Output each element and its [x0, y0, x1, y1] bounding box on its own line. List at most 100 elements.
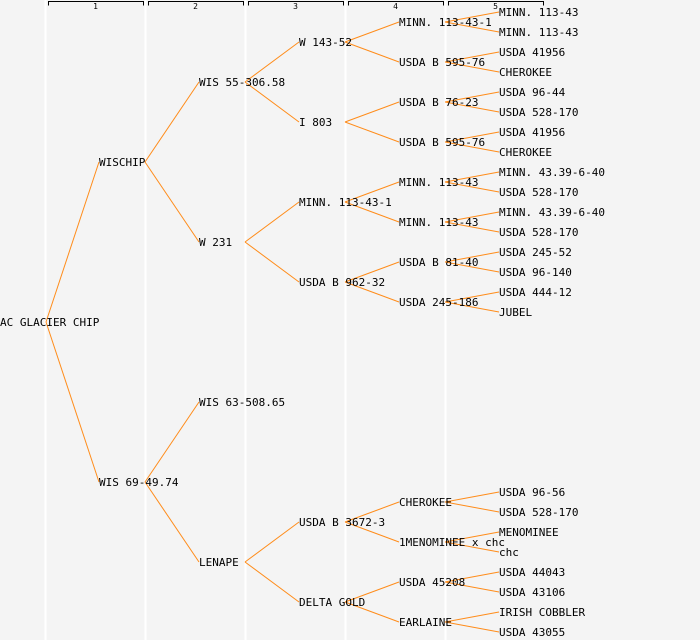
pedigree-edge — [344, 521, 400, 543]
pedigree-edge — [144, 161, 200, 243]
pedigree-edge — [444, 21, 500, 33]
root-variety[interactable]: AC GLACIER CHIP — [0, 316, 100, 329]
pedigree-edge — [244, 41, 300, 83]
ancestor-node[interactable]: MINN. 113-43 — [399, 216, 478, 229]
ancestor-node[interactable]: MINN. 43.39-6-40 — [499, 166, 605, 179]
ancestor-node[interactable]: USDA B 595-76 — [399, 56, 485, 69]
generation-bracket — [48, 1, 144, 6]
ancestor-node[interactable]: USDA 528-170 — [499, 186, 578, 199]
pedigree-edge — [444, 531, 500, 543]
ancestor-node[interactable]: USDA 444-12 — [499, 286, 572, 299]
pedigree-edge — [444, 571, 500, 583]
pedigree-edge — [444, 621, 500, 633]
pedigree-edge — [444, 211, 500, 223]
ancestor-node[interactable]: MENOMINEE — [499, 526, 559, 539]
pedigree-edge — [344, 181, 400, 203]
pedigree-edge — [344, 41, 400, 63]
pedigree-edge — [344, 261, 400, 283]
ancestor-node[interactable]: MINN. 113-43 — [399, 176, 478, 189]
ancestor-node[interactable]: USDA 528-170 — [499, 506, 578, 519]
ancestor-node[interactable]: MINN. 113-43-1 — [299, 196, 392, 209]
pedigree-edge — [244, 81, 300, 123]
generation-header: 5 — [493, 2, 498, 11]
generation-bracket — [448, 1, 544, 6]
pedigree-edge — [444, 171, 500, 183]
ancestor-node[interactable]: USDA 44043 — [499, 566, 565, 579]
ancestor-node[interactable]: USDA 41956 — [499, 126, 565, 139]
ancestor-node[interactable]: DELTA GOLD — [299, 596, 365, 609]
ancestor-node[interactable]: USDA 96-140 — [499, 266, 572, 279]
ancestor-node[interactable]: W 231 — [199, 236, 232, 249]
pedigree-edge — [444, 491, 500, 503]
pedigree-edge — [444, 101, 500, 113]
ancestor-node[interactable]: USDA B 76-23 — [399, 96, 478, 109]
ancestor-node[interactable]: USDA B 81-40 — [399, 256, 478, 269]
ancestor-node[interactable]: USDA 528-170 — [499, 226, 578, 239]
pedigree-edge — [344, 281, 400, 303]
ancestor-node[interactable]: USDA 41956 — [499, 46, 565, 59]
pedigree-edge — [444, 541, 500, 553]
ancestor-node[interactable]: WIS 55-306.58 — [199, 76, 285, 89]
pedigree-edge — [144, 81, 200, 163]
ancestor-node[interactable]: USDA 43055 — [499, 626, 565, 639]
pedigree-edge — [144, 401, 200, 483]
ancestor-node[interactable]: USDA 245-52 — [499, 246, 572, 259]
pedigree-edge — [344, 21, 400, 43]
pedigree-edge — [444, 611, 500, 623]
pedigree-edge — [45, 321, 100, 483]
pedigree-edge — [444, 261, 500, 273]
pedigree-edge — [444, 221, 500, 233]
ancestor-node[interactable]: MINN. 113-43-1 — [399, 16, 492, 29]
ancestor-node[interactable]: WIS 63-508.65 — [199, 396, 285, 409]
pedigree-edge — [444, 91, 500, 103]
ancestor-node[interactable]: USDA B 962-32 — [299, 276, 385, 289]
ancestor-node[interactable]: WISCHIP — [99, 156, 146, 169]
ancestor-node[interactable]: USDA B 595-76 — [399, 136, 485, 149]
ancestor-node[interactable]: USDA B 3672-3 — [299, 516, 385, 529]
pedigree-edge — [244, 521, 300, 563]
ancestor-node[interactable]: W 143-52 — [299, 36, 352, 49]
ancestor-node[interactable]: USDA 96-44 — [499, 86, 566, 99]
pedigree-edge — [444, 501, 500, 513]
generation-header: 1 — [93, 2, 98, 11]
ancestor-node[interactable]: EARLAINE — [399, 616, 452, 629]
generation-header: 2 — [193, 2, 198, 11]
ancestor-node[interactable]: CHEROKEE — [499, 66, 552, 79]
ancestor-node[interactable]: WIS 69-49.74 — [99, 476, 179, 489]
ancestor-node[interactable]: USDA 43106 — [499, 586, 565, 599]
ancestor-node[interactable]: chc — [499, 546, 519, 559]
pedigree-edge — [244, 241, 300, 283]
ancestor-node[interactable]: USDA 45208 — [399, 576, 465, 589]
ancestor-node[interactable]: I 803 — [299, 116, 332, 129]
pedigree-edge — [344, 501, 400, 523]
ancestor-node[interactable]: USDA 245-186 — [399, 296, 478, 309]
pedigree-edge — [144, 481, 200, 563]
pedigree-edge — [444, 131, 500, 143]
ancestor-node[interactable]: IRISH COBBLER — [499, 606, 585, 619]
pedigree-edge — [444, 141, 500, 153]
generation-header: 3 — [293, 2, 298, 11]
pedigree-edge — [344, 201, 400, 223]
ancestor-node[interactable]: MINN. 113-43 — [499, 26, 578, 39]
ancestor-node[interactable]: CHEROKEE — [499, 146, 552, 159]
pedigree-edge — [344, 101, 400, 123]
pedigree-edge — [444, 301, 500, 313]
pedigree-edge — [444, 581, 500, 593]
ancestor-node[interactable]: JUBEL — [499, 306, 532, 319]
pedigree-edge — [444, 291, 500, 303]
pedigree-edge — [444, 51, 500, 63]
ancestor-node[interactable]: CHEROKEE — [399, 496, 452, 509]
ancestor-node[interactable]: LENAPE — [199, 556, 239, 569]
ancestor-node[interactable]: USDA 528-170 — [499, 106, 578, 119]
ancestor-node[interactable]: MINN. 43.39-6-40 — [499, 206, 605, 219]
ancestor-node[interactable]: 1MENOMINEE x chc — [399, 536, 505, 549]
generation-bracket — [148, 1, 244, 6]
pedigree-edge — [444, 181, 500, 193]
ancestor-node[interactable]: MINN. 113-43 — [499, 6, 578, 19]
ancestor-node[interactable]: USDA 96-56 — [499, 486, 565, 499]
generation-bracket — [248, 1, 344, 6]
pedigree-edge — [444, 61, 500, 73]
pedigree-edge — [444, 11, 500, 23]
pedigree-edge — [344, 581, 400, 603]
